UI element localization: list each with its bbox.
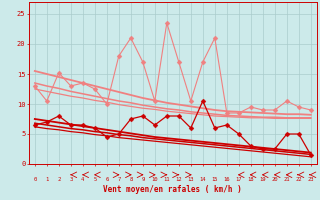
X-axis label: Vent moyen/en rafales ( km/h ): Vent moyen/en rafales ( km/h ) (103, 185, 242, 194)
